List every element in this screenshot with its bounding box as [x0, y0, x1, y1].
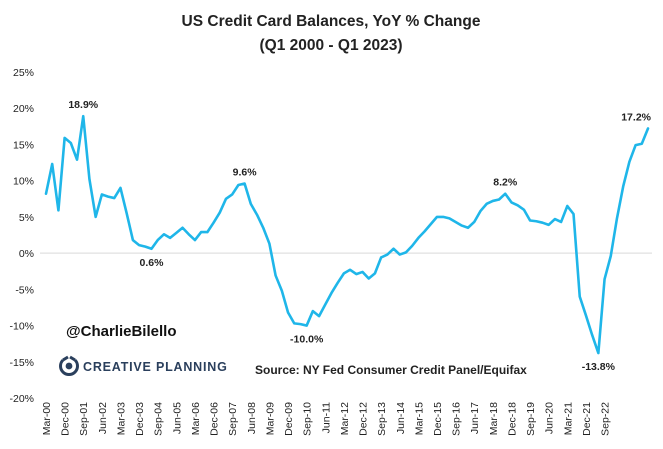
x-tick-label: Sep-22	[600, 402, 612, 436]
y-tick-label: 20%	[13, 103, 34, 115]
y-tick-label: -10%	[9, 321, 34, 333]
x-tick-label: Jun-20	[544, 402, 556, 434]
x-tick-label: Mar-18	[488, 402, 500, 435]
y-tick-label: 10%	[13, 176, 34, 188]
x-tick-label: Dec-12	[358, 402, 370, 436]
x-tick-label: Dec-21	[581, 402, 593, 436]
x-tick-label: Sep-19	[525, 402, 537, 436]
author-handle: @CharlieBilello	[66, 323, 177, 340]
chart-subtitle: (Q1 2000 - Q1 2023)	[259, 37, 402, 54]
x-tick-label: Jun-14	[395, 402, 407, 434]
source-note: Source: NY Fed Consumer Credit Panel/Equ…	[255, 363, 527, 377]
x-tick-label: Sep-07	[227, 402, 239, 436]
x-tick-label: Dec-03	[134, 402, 146, 436]
chart-title: US Credit Card Balances, YoY % Change	[182, 13, 481, 30]
y-tick-label: -5%	[15, 284, 34, 296]
x-tick-label: Jun-08	[246, 402, 258, 434]
y-tick-label: 15%	[13, 139, 34, 151]
y-tick-label: -15%	[9, 357, 34, 369]
data-labels: 18.9% 0.6% 9.6% -10.0% 8.2% -13.8% 17.2%	[68, 99, 651, 373]
data-label: 17.2%	[621, 112, 651, 124]
brand-logo: CREATIVE PLANNING	[59, 355, 228, 376]
y-tick-label: 5%	[19, 212, 34, 224]
x-tick-label: Mar-12	[339, 402, 351, 435]
brand-name: CREATIVE PLANNING	[83, 360, 228, 374]
series-line	[44, 114, 650, 355]
x-tick-label: Mar-00	[41, 402, 53, 435]
x-tick-label: Dec-00	[60, 402, 72, 436]
x-tick-label: Sep-01	[78, 402, 90, 436]
y-tick-label: 0%	[19, 248, 34, 260]
data-label: -10.0%	[290, 334, 324, 346]
x-tick-label: Mar-06	[190, 402, 202, 435]
x-tick-label: Sep-13	[376, 402, 388, 436]
x-axis: Mar-00 Dec-00 Sep-01 Jun-02 Mar-03 Dec-03 Sep-…	[41, 402, 612, 436]
x-tick-label: Jun-11	[320, 402, 332, 433]
x-tick-label: Dec-15	[432, 402, 444, 436]
x-tick-label: Jun-02	[97, 402, 109, 434]
x-tick-label: Dec-06	[209, 402, 221, 436]
x-tick-label: Dec-09	[283, 402, 295, 436]
brand-logo-icon	[59, 355, 79, 376]
x-tick-label: Dec-18	[506, 402, 518, 436]
x-tick-label: Mar-15	[413, 402, 425, 435]
y-tick-label: -20%	[9, 393, 34, 405]
data-label: 9.6%	[233, 167, 258, 179]
x-tick-label: Sep-16	[451, 402, 463, 436]
x-tick-label: Mar-09	[264, 402, 276, 435]
data-label: 18.9%	[68, 99, 98, 111]
x-tick-label: Jun-05	[171, 402, 183, 434]
data-label: 0.6%	[140, 257, 165, 269]
data-label: -13.8%	[582, 361, 616, 373]
x-tick-label: Jun-17	[469, 402, 481, 434]
x-tick-label: Sep-10	[302, 402, 314, 436]
x-tick-label: Mar-21	[562, 402, 574, 435]
data-label: 8.2%	[493, 177, 518, 189]
x-tick-label: Sep-04	[153, 402, 165, 436]
y-axis: -20% -15% -10% -5% 0% 5% 10% 15% 20% 25%	[9, 67, 34, 405]
y-tick-label: 25%	[13, 67, 34, 79]
x-tick-label: Mar-03	[115, 402, 127, 435]
